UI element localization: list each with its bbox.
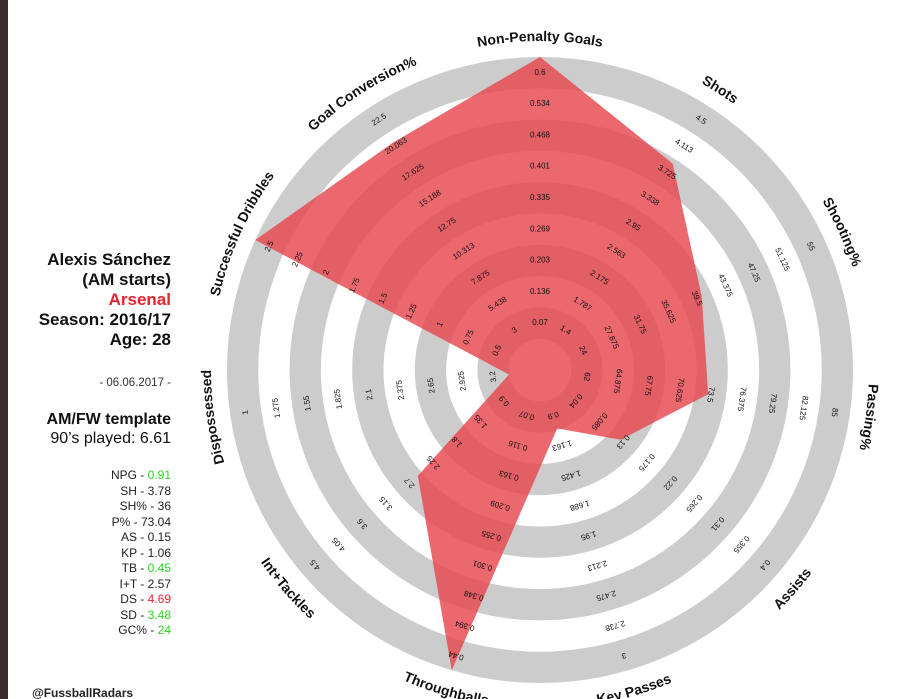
radar-axis-label-text: Non-Penalty Goals [476, 28, 605, 50]
report-date: - 06.06.2017 - [99, 377, 171, 389]
radar-tick-label: 0.44 [447, 649, 465, 662]
radar-tick-label: 1 [240, 409, 250, 415]
radar-axis-label: Dispossessed [198, 370, 227, 467]
footer-credit: @FussballRadars [32, 686, 134, 699]
stat-value: 36 [157, 499, 171, 513]
radar-tick-label: 1.55 [302, 395, 313, 412]
radar-tick-label: 55 [805, 240, 817, 252]
stat-row: P% - 73.04 [8, 515, 171, 531]
radar-axis-label-text: Shots [700, 72, 742, 107]
stat-row: SH% - 36 [8, 499, 171, 515]
stat-label: P% - [111, 514, 141, 529]
stat-value: 1.06 [147, 545, 171, 560]
radar-tick-label: 0.335 [530, 193, 551, 202]
stat-row: SD - 3.48 [8, 608, 171, 624]
minutes-played: 90’s played: 6.61 [50, 430, 171, 447]
stat-row: I+T - 2.57 [8, 577, 171, 593]
stat-value: 24 [157, 623, 171, 637]
radar-tick-label: 79.25 [767, 393, 779, 415]
stat-label: SH - [120, 483, 148, 498]
player-name: Alexis Sánchez [47, 250, 171, 269]
player-role: (AM starts) [82, 270, 171, 289]
stat-value: 2.57 [147, 576, 171, 591]
radar-tick-label: 1.5 [377, 291, 390, 305]
stat-label: AS - [120, 530, 148, 544]
radar-tick-label: 2.925 [456, 370, 468, 392]
radar-tick-label: 3 [510, 325, 519, 335]
stat-value: 3.48 [147, 607, 171, 622]
radar-tick-label: 0.07 [517, 409, 535, 422]
stat-label: NPG - [110, 468, 148, 482]
radar-tick-label: 0.468 [530, 130, 551, 139]
radar-tick-label: 62 [582, 372, 592, 383]
radar-tick-label: 0.534 [530, 99, 551, 108]
radar-tick-label: 0.401 [530, 162, 551, 171]
radar-tick-label: 0.6 [534, 68, 546, 77]
player-club: Arsenal [108, 290, 171, 309]
radar-tick-label: 3.2 [488, 370, 499, 383]
radar-tick-label: 2 [321, 268, 331, 276]
radar-tick-label: 0.269 [530, 224, 551, 233]
stat-row: SH - 3.78 [8, 484, 171, 500]
radar-axis-label-text: Dispossessed [198, 370, 227, 467]
stat-row: AS - 0.15 [8, 530, 171, 546]
template-name: AM/FW template [46, 411, 171, 428]
radar-axis-label-text: Passing% [856, 384, 881, 453]
radar-tick-label: 0.5 [491, 343, 504, 357]
radar-tick-label: 1.95 [579, 529, 597, 542]
radar-axis-label: Non-Penalty Goals [476, 28, 605, 50]
radar-tick-label: 2.1 [364, 388, 375, 401]
stat-value: 73.04 [140, 514, 171, 529]
stat-value: 3.78 [147, 483, 171, 498]
radar-value-polygon [255, 57, 709, 671]
radar-tick-label: 2.375 [394, 379, 406, 401]
radar-tick-label: 1.275 [270, 397, 282, 419]
stat-value: 0.91 [147, 468, 171, 482]
player-info-panel: Alexis Sánchez (AM starts) Arsenal Seaso… [8, 250, 171, 639]
stat-label: KP - [121, 545, 148, 560]
stats-list: NPG - 0.91 SH - 3.78 SH% - 36 P% - 73.04 AS … [8, 468, 171, 639]
radar-tick-label: 2.5 [263, 239, 276, 253]
stat-label: TB - [121, 561, 148, 575]
radar-tick-label: 0.9 [546, 409, 560, 421]
radar-tick-label: 73.5 [705, 386, 716, 403]
stat-label: SD - [120, 607, 148, 622]
stat-label: I+T - [119, 576, 148, 591]
radar-axis-label: Shots [700, 72, 742, 107]
stat-label: DS - [120, 592, 148, 606]
radar-page: 0.07 0.136 0.203 0.269 0.335 0.401 0.468 0.534 0… [8, 0, 897, 699]
radar-tick-label: 0.136 [530, 287, 551, 296]
stat-label: GC% - [118, 623, 158, 637]
stat-label: SH% - [119, 499, 158, 513]
radar-tick-label: 85 [830, 407, 840, 418]
radar-chart: 0.07 0.136 0.203 0.269 0.335 0.401 0.468 0.534 0… [198, 28, 882, 699]
radar-tick-label: 1 [435, 320, 445, 328]
player-season: Season: 2016/17 [38, 310, 171, 329]
stat-row: TB - 0.45 [8, 561, 171, 577]
stat-value: 0.45 [147, 561, 171, 575]
player-age: Age: 28 [109, 330, 171, 349]
stat-value: 4.69 [147, 592, 171, 606]
stat-value: 0.15 [147, 530, 171, 544]
stat-row: DS - 4.69 [8, 592, 171, 608]
radar-tick-label: 2.65 [426, 377, 437, 394]
stat-row: GC% - 24 [8, 623, 171, 639]
radar-tick-label: 70.625 [673, 377, 685, 403]
radar-tick-label: 82.125 [797, 395, 809, 421]
radar-axis-label: Passing% [856, 384, 881, 453]
radar-tick-label: 67.75 [643, 375, 655, 397]
radar-tick-label: 64.875 [612, 368, 624, 394]
radar-tick-label: 24 [577, 344, 589, 356]
radar-tick-label: 3 [620, 651, 627, 661]
radar-tick-label: 76.375 [736, 386, 748, 412]
stat-row: NPG - 0.91 [8, 468, 171, 484]
radar-tick-label: 1.825 [332, 388, 344, 410]
radar-tick-label: 0.203 [530, 256, 551, 265]
stat-row: KP - 1.06 [8, 546, 171, 562]
radar-tick-label: 0.07 [532, 318, 548, 327]
